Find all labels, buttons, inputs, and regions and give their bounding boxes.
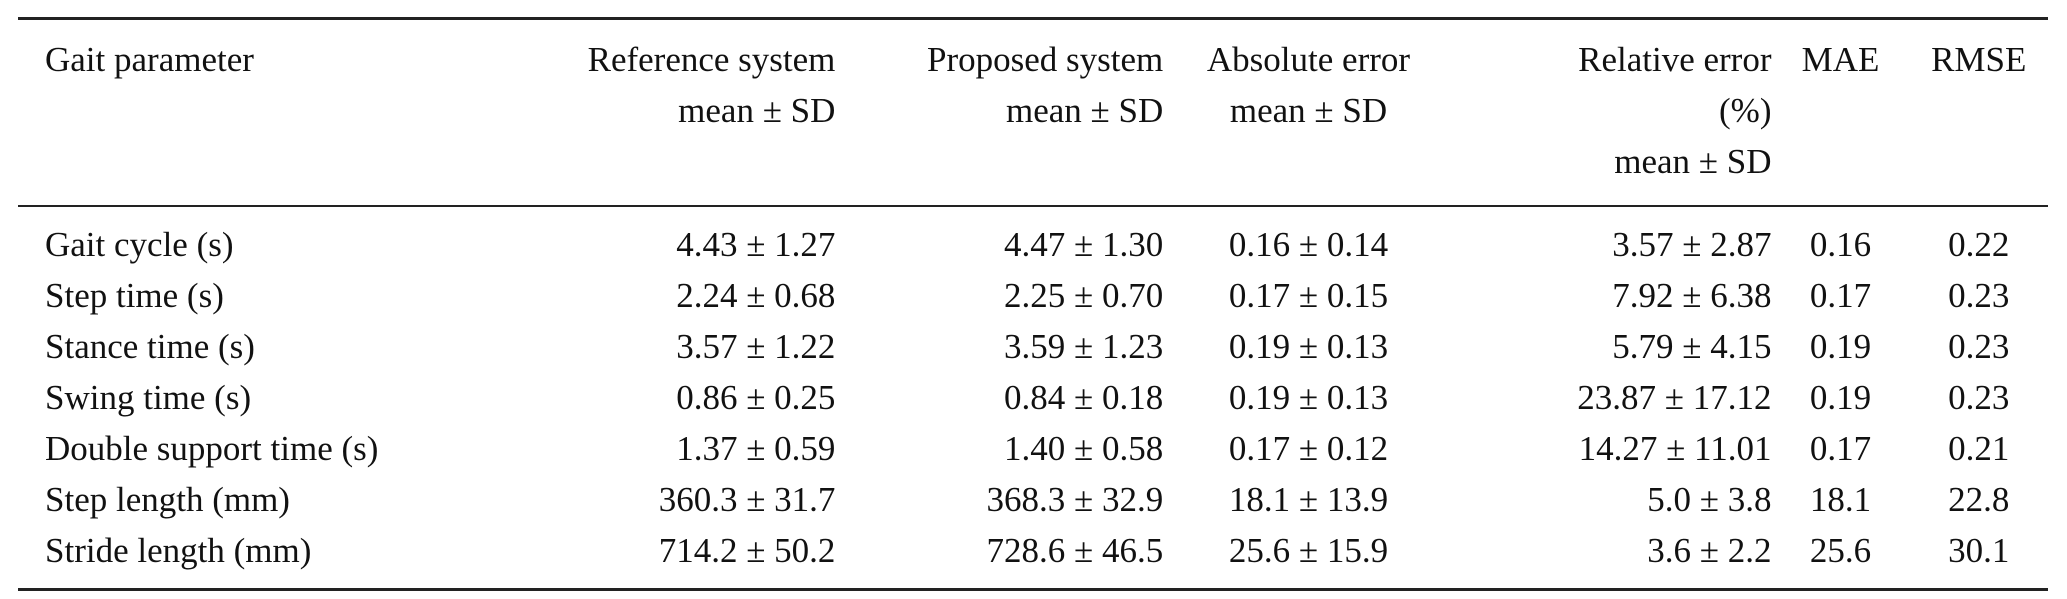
table-row: Swing time (s) 0.86 ± 0.25 0.84 ± 0.18 0… [18,372,2048,423]
cell-gait-parameter: Swing time (s) [45,378,252,417]
table-row: Stride length (mm) 714.2 ± 50.2 728.6 ± … [18,525,2048,590]
cell-mae: 0.17 [1809,276,1872,315]
cell-gait-parameter: Step length (mm) [45,480,290,519]
cell-mae: 0.16 [1809,225,1872,264]
header-gait-parameter: Gait parameter [45,40,254,79]
cell-mae: 0.19 [1809,327,1872,366]
cell-proposed-system: 368.3 ± 32.9 [986,480,1164,519]
header-reference-system: Reference system mean ± SD [587,40,836,130]
cell-reference-system: 360.3 ± 31.7 [658,480,836,519]
cell-relative-error: 5.0 ± 3.8 [1647,480,1772,519]
cell-gait-parameter: Gait cycle (s) [45,225,234,264]
cell-relative-error: 7.92 ± 6.38 [1612,276,1772,315]
cell-rmse: 0.21 [1948,429,2010,468]
cell-proposed-system: 728.6 ± 46.5 [986,531,1164,570]
table-header-row: Gait parameter Reference system mean ± S… [18,18,2048,207]
header-absolute-error: Absolute error mean ± SD [1206,40,1411,130]
header-relative-error: Relative error (%) mean ± SD [1578,40,1772,181]
cell-rmse: 0.23 [1948,276,2010,315]
table-row: Step length (mm) 360.3 ± 31.7 368.3 ± 32… [18,474,2048,525]
cell-proposed-system: 4.47 ± 1.30 [1004,225,1164,264]
cell-absolute-error: 0.19 ± 0.13 [1228,327,1389,366]
table-row: Stance time (s) 3.57 ± 1.22 3.59 ± 1.23 … [18,321,2048,372]
cell-absolute-error: 0.17 ± 0.12 [1228,429,1389,468]
cell-gait-parameter: Double support time (s) [45,429,379,468]
cell-rmse: 22.8 [1948,480,2010,519]
cell-relative-error: 3.6 ± 2.2 [1647,531,1772,570]
cell-proposed-system: 2.25 ± 0.70 [1004,276,1164,315]
cell-rmse: 0.23 [1948,378,2010,417]
cell-gait-parameter: Stride length (mm) [45,531,312,570]
cell-relative-error: 3.57 ± 2.87 [1612,225,1772,264]
cell-reference-system: 1.37 ± 0.59 [676,429,836,468]
cell-proposed-system: 0.84 ± 0.18 [1004,378,1164,417]
cell-relative-error: 5.79 ± 4.15 [1612,327,1772,366]
cell-absolute-error: 18.1 ± 13.9 [1228,480,1389,519]
cell-reference-system: 2.24 ± 0.68 [676,276,836,315]
table-body: Gait cycle (s) 4.43 ± 1.27 4.47 ± 1.30 0… [18,206,2048,590]
header-mae: MAE [1801,40,1880,79]
cell-mae: 0.19 [1809,378,1872,417]
cell-reference-system: 0.86 ± 0.25 [676,378,836,417]
cell-reference-system: 3.57 ± 1.22 [676,327,836,366]
table-row: Step time (s) 2.24 ± 0.68 2.25 ± 0.70 0.… [18,270,2048,321]
cell-reference-system: 714.2 ± 50.2 [658,531,836,570]
table-row: Gait cycle (s) 4.43 ± 1.27 4.47 ± 1.30 0… [18,206,2048,270]
cell-absolute-error: 25.6 ± 15.9 [1228,531,1389,570]
cell-rmse: 0.22 [1948,225,2010,264]
cell-rmse: 0.23 [1948,327,2010,366]
cell-absolute-error: 0.16 ± 0.14 [1228,225,1389,264]
cell-mae: 0.17 [1809,429,1872,468]
cell-proposed-system: 3.59 ± 1.23 [1004,327,1164,366]
header-rmse: RMSE [1931,40,2027,79]
gait-parameters-table: Gait parameter Reference system mean ± S… [18,17,2048,591]
cell-rmse: 30.1 [1948,531,2010,570]
cell-absolute-error: 0.17 ± 0.15 [1228,276,1389,315]
cell-proposed-system: 1.40 ± 0.58 [1004,429,1164,468]
cell-relative-error: 14.27 ± 11.01 [1578,429,1772,468]
table-row: Double support time (s) 1.37 ± 0.59 1.40… [18,423,2048,474]
gait-parameters-table-container: Gait parameter Reference system mean ± S… [18,17,2048,591]
cell-mae: 25.6 [1809,531,1872,570]
header-proposed-system: Proposed system mean ± SD [926,40,1164,130]
cell-absolute-error: 0.19 ± 0.13 [1228,378,1389,417]
cell-gait-parameter: Step time (s) [45,276,224,315]
cell-reference-system: 4.43 ± 1.27 [676,225,836,264]
cell-mae: 18.1 [1809,480,1872,519]
cell-relative-error: 23.87 ± 17.12 [1577,378,1772,417]
cell-gait-parameter: Stance time (s) [45,327,255,366]
